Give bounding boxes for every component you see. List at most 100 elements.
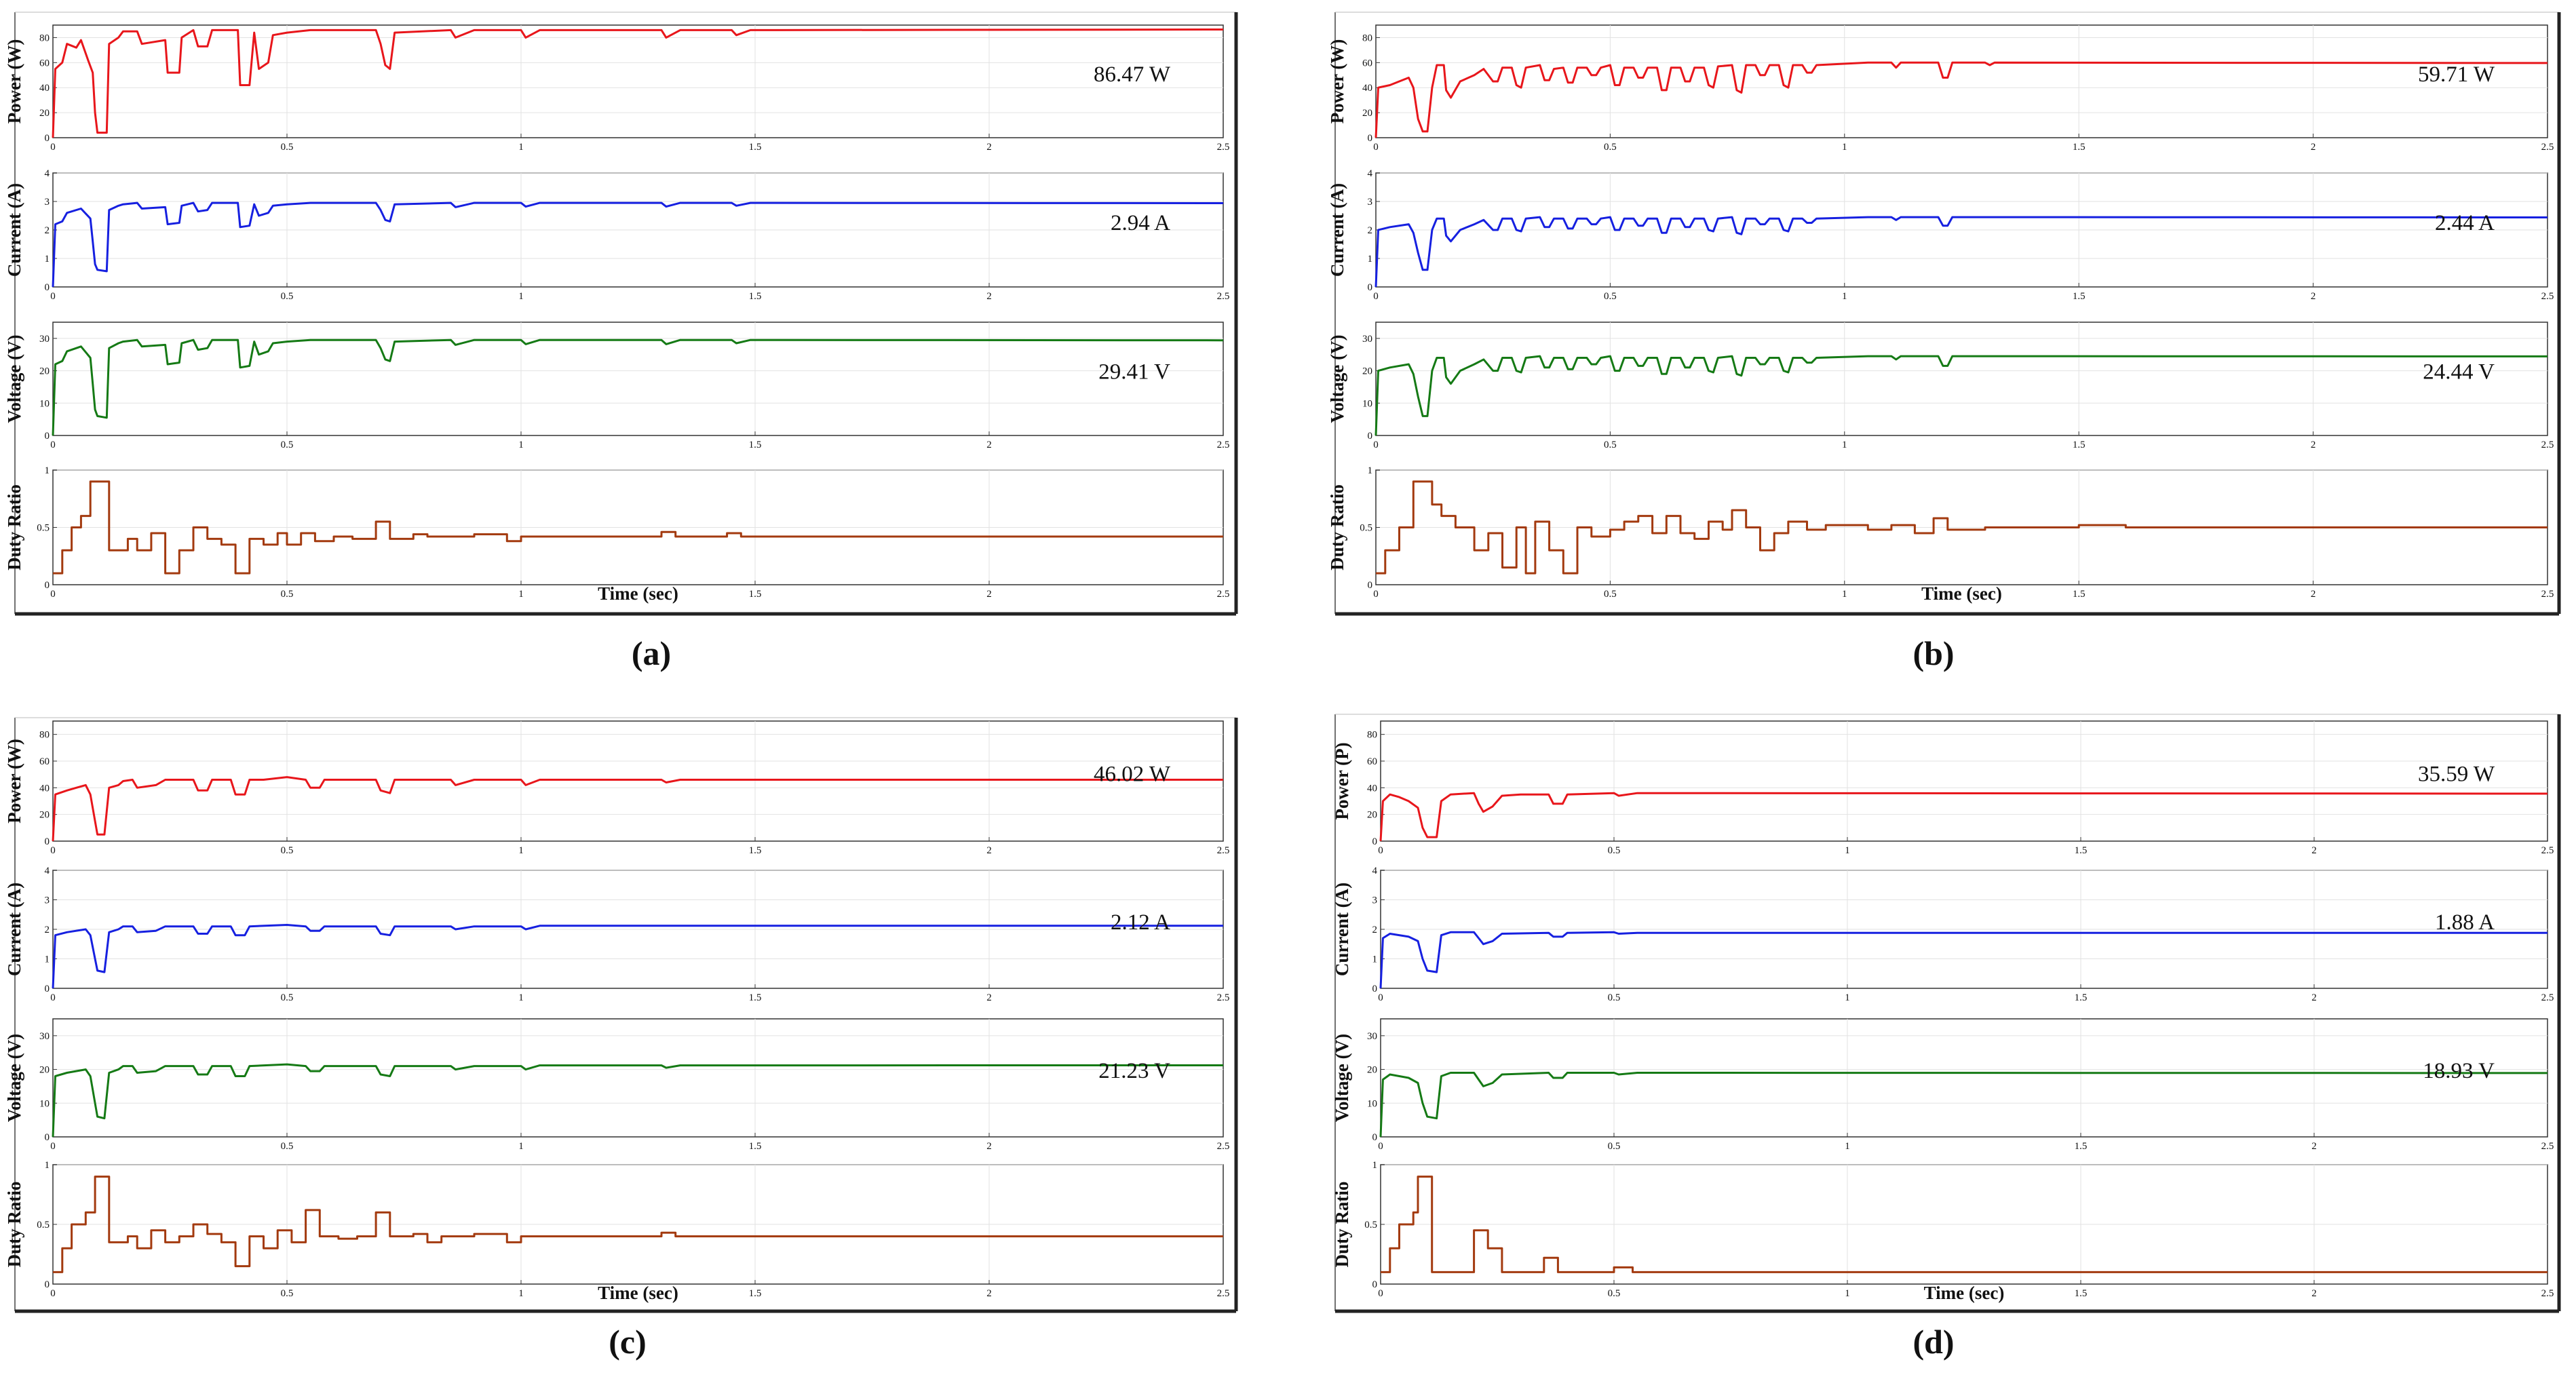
x-tick-label: 2.5: [2541, 845, 2554, 856]
x-tick-label: 1: [518, 992, 524, 1003]
value-annotation: 35.59 W: [2418, 762, 2495, 787]
x-tick-label: 0: [1378, 845, 1383, 856]
x-tick-label: 2.5: [1217, 291, 1230, 302]
x-tick-label: 2.5: [2541, 589, 2554, 600]
panel-caption: (b): [1912, 634, 1954, 672]
y-tick-label: 20: [1362, 366, 1372, 377]
y-tick-label: 3: [45, 197, 50, 208]
y-tick-label: 1: [45, 254, 50, 265]
x-tick-label: 1: [1842, 142, 1847, 153]
x-tick-label: 0: [1378, 1141, 1383, 1152]
series-line: [1374, 355, 2548, 436]
y-tick-label: 40: [39, 783, 50, 794]
series-line: [53, 1176, 1223, 1273]
x-tick-label: 0.5: [281, 992, 294, 1003]
y-tick-label: 3: [1372, 895, 1378, 906]
x-tick-label: 0.5: [1608, 1288, 1621, 1299]
y-tick-label: 10: [1362, 398, 1372, 409]
y-tick-label: 60: [1367, 756, 1377, 767]
y-tick-label: 80: [1362, 33, 1372, 43]
y-tick-label: 0: [1372, 984, 1378, 994]
x-tick-label: 1.5: [749, 291, 762, 302]
value-annotation: 24.44 V: [2423, 360, 2495, 385]
x-tick-label: 0.5: [281, 1288, 294, 1299]
y-axis-label: Current (A): [4, 883, 24, 976]
x-axis-label: Time (sec): [1924, 1283, 2005, 1303]
y-tick-label: 4: [1368, 168, 1373, 179]
y-axis-label: Power (W): [4, 39, 24, 124]
x-tick-label: 0.5: [1608, 992, 1621, 1003]
y-tick-label: 0.5: [1364, 1220, 1377, 1230]
y-tick-label: 1: [1372, 954, 1378, 965]
x-tick-label: 2: [2311, 142, 2316, 153]
x-tick-label: 0: [50, 1141, 56, 1152]
subplot-c-2: 0 0.5 1 1.5 2 2.5 0 1 2 3 4 Current (A) 2.12 A: [4, 866, 1229, 1003]
x-tick-label: 2: [986, 845, 992, 856]
y-tick-label: 80: [39, 730, 50, 741]
y-tick-label: 0: [45, 580, 50, 591]
x-tick-label: 2: [986, 291, 992, 302]
x-tick-label: 0: [1373, 142, 1379, 153]
plot-area: [52, 720, 1224, 842]
x-tick-label: 1: [518, 440, 524, 450]
value-annotation: 86.47 W: [1094, 62, 1171, 87]
subplot-d-1: 0 0.5 1 1.5 2 2.5 0 20 40 60 80 Power (P) 35.59 W: [1332, 720, 2554, 856]
x-tick-label: 0.5: [1604, 589, 1617, 600]
panel-caption: (c): [609, 1323, 647, 1361]
x-tick-label: 1: [1845, 1288, 1850, 1299]
x-tick-label: 1.5: [2073, 142, 2085, 153]
y-axis-label: Voltage (V): [1327, 334, 1347, 423]
value-annotation: 2.44 A: [2435, 211, 2495, 235]
y-tick-label: 20: [1367, 1065, 1377, 1076]
series-line: [1379, 792, 2548, 842]
x-tick-label: 1: [1842, 589, 1847, 600]
x-tick-label: 1.5: [2075, 1141, 2088, 1152]
y-tick-label: 0: [45, 133, 50, 144]
x-tick-label: 0: [50, 142, 56, 153]
y-tick-label: 20: [1362, 108, 1372, 119]
y-axis-label: Duty Ratio: [4, 1182, 24, 1268]
value-annotation: 29.41 V: [1098, 360, 1170, 385]
y-tick-label: 2: [1368, 225, 1373, 236]
x-tick-label: 0.5: [281, 291, 294, 302]
y-tick-label: 3: [1368, 197, 1373, 208]
panel-caption: (d): [1912, 1323, 1954, 1361]
x-tick-label: 2.5: [2541, 992, 2554, 1003]
value-annotation: 1.88 A: [2435, 910, 2495, 935]
subplot-d-3: 0 0.5 1 1.5 2 2.5 0 10 20 30 Voltage (V) 18.93 V: [1332, 1018, 2554, 1152]
y-tick-label: 2: [1372, 925, 1378, 935]
y-axis-label: Power (P): [1332, 742, 1352, 819]
x-tick-label: 2: [2311, 1288, 2317, 1299]
x-tick-label: 0: [50, 291, 56, 302]
x-tick-label: 1: [518, 1141, 524, 1152]
y-tick-label: 30: [1367, 1031, 1377, 1042]
y-tick-label: 10: [39, 398, 50, 409]
subplot-b-1: 0 0.5 1 1.5 2 2.5 0 20 40 60 80 Power (W) 59.71 W: [1327, 24, 2554, 153]
x-tick-label: 0: [1378, 1288, 1383, 1299]
x-tick-label: 0: [50, 440, 56, 450]
y-tick-label: 1: [1372, 1160, 1378, 1171]
x-tick-label: 0.5: [1604, 291, 1617, 302]
x-tick-label: 2.5: [2541, 142, 2554, 153]
y-tick-label: 1: [1368, 465, 1373, 476]
y-tick-label: 20: [39, 810, 50, 821]
y-tick-label: 0: [1368, 431, 1373, 442]
y-tick-label: 3: [45, 895, 50, 906]
y-tick-label: 0: [1372, 1279, 1378, 1290]
x-tick-label: 1.5: [2075, 992, 2088, 1003]
value-annotation: 59.71 W: [2418, 62, 2495, 87]
subplot-a-1: 0 0.5 1 1.5 2 2.5 0 20 40 60 80 Power (W) 86.47 W: [4, 24, 1230, 153]
y-tick-label: 0: [45, 1132, 50, 1143]
y-tick-label: 0: [45, 836, 50, 847]
y-tick-label: 20: [1367, 810, 1377, 821]
series-line: [53, 480, 1223, 575]
x-tick-label: 2.5: [1217, 142, 1230, 153]
x-tick-label: 0: [1378, 992, 1383, 1003]
x-tick-label: 1.5: [749, 440, 762, 450]
subplot-d-2: 0 0.5 1 1.5 2 2.5 0 1 2 3 4 Current (A) 1.88 A: [1332, 866, 2554, 1003]
x-tick-label: 2: [2311, 1141, 2317, 1152]
